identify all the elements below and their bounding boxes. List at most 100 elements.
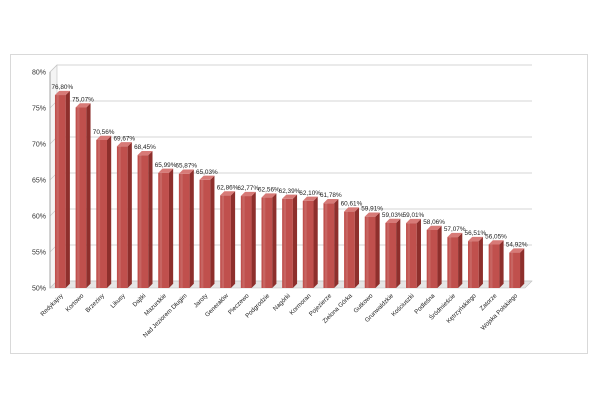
bar [447, 232, 463, 288]
bar-top [96, 135, 112, 140]
bar [178, 169, 194, 288]
bar-top [406, 218, 421, 224]
bar-side [65, 90, 70, 288]
bar-side [396, 218, 401, 288]
data-label: 75,07% [72, 96, 94, 103]
y-tick-label: 60% [32, 214, 46, 221]
bar-top [447, 232, 463, 238]
bar-front [447, 237, 459, 288]
bar-top [344, 207, 360, 212]
bar-front [385, 222, 397, 288]
bar-top [302, 196, 318, 201]
y-tick-label: 50% [32, 286, 46, 293]
data-label: 70,56% [93, 129, 115, 136]
category-label: Kortowo [64, 292, 85, 313]
bar-top [509, 248, 525, 253]
bar-top [261, 193, 277, 198]
bar-front [468, 241, 479, 288]
category-label: Brzeziny [84, 292, 106, 314]
bar-side [148, 150, 153, 288]
bar-highlight [324, 203, 328, 288]
bar [220, 191, 236, 288]
bar-side [334, 198, 339, 288]
bar-highlight [386, 222, 390, 288]
bar-front [220, 195, 231, 288]
bar-top [116, 142, 132, 147]
bar-side [416, 218, 421, 288]
data-label: 68,45% [134, 144, 156, 151]
bar-highlight [118, 146, 121, 288]
bar-front [406, 223, 417, 288]
bar-front [261, 197, 273, 288]
bar-side [478, 236, 483, 288]
bar-front [54, 95, 66, 288]
bar-front [426, 229, 438, 288]
bar [116, 142, 132, 288]
data-label: 56,51% [465, 230, 487, 237]
category-label: Dajtki [131, 292, 147, 308]
bar-highlight [469, 241, 472, 288]
data-label: 62,56% [258, 187, 280, 194]
data-label: 69,67% [113, 135, 135, 142]
y-tick-label: 55% [32, 250, 46, 257]
bar-side [292, 194, 298, 288]
category-label: Nagórki [272, 292, 292, 312]
data-label: 62,77% [237, 185, 259, 192]
y-tick-label: 80% [32, 70, 46, 77]
bar [54, 90, 70, 288]
bar [509, 248, 525, 288]
bar-top [158, 168, 174, 173]
data-label: 65,03% [196, 169, 218, 176]
bar-highlight [345, 211, 348, 288]
data-label: 57,07% [444, 226, 466, 233]
bar-highlight [510, 252, 514, 288]
data-label: 76,80% [51, 84, 73, 91]
bar-side [168, 168, 174, 288]
data-label: 56,05% [485, 233, 507, 240]
category-label: Likusy [109, 292, 127, 310]
category-label: Wojska Polskiego [480, 292, 520, 332]
bar-highlight [139, 155, 142, 288]
bar-side [210, 175, 215, 288]
bar-side [272, 193, 277, 288]
data-label: 61,78% [320, 192, 342, 199]
bar-front [344, 211, 355, 288]
bar-highlight [159, 172, 163, 288]
bar-top [385, 218, 401, 223]
bar-front [158, 172, 169, 288]
bar [488, 240, 504, 288]
bar-side [313, 196, 318, 288]
bar-highlight [180, 173, 183, 288]
bar-front [75, 107, 87, 288]
bar-side [437, 225, 442, 288]
bar-front [178, 173, 190, 288]
y-tick-label: 65% [32, 178, 46, 185]
bar-side [86, 103, 91, 289]
bar-side [354, 207, 360, 288]
data-label: 62,10% [299, 190, 321, 197]
bar [302, 196, 318, 288]
bar [199, 175, 215, 288]
bar [240, 191, 256, 288]
bar-side [458, 232, 463, 288]
bar-front [488, 244, 500, 288]
data-label: 65,99% [155, 162, 177, 169]
bar-highlight [428, 229, 431, 288]
bar-highlight [490, 244, 493, 288]
bar-highlight [366, 216, 369, 288]
bar [364, 212, 380, 288]
bar-front [137, 155, 149, 288]
bar [261, 193, 277, 288]
bar-highlight [242, 196, 245, 288]
bar-highlight [97, 139, 101, 288]
y-tick-label: 75% [32, 106, 46, 113]
bar-top [199, 175, 215, 180]
bar-top [137, 150, 153, 156]
bar-highlight [283, 198, 286, 288]
gridline [49, 64, 532, 73]
bar-top [488, 240, 504, 245]
data-label: 59,01% [403, 212, 425, 219]
bar-top [178, 169, 194, 174]
bar [137, 150, 153, 288]
